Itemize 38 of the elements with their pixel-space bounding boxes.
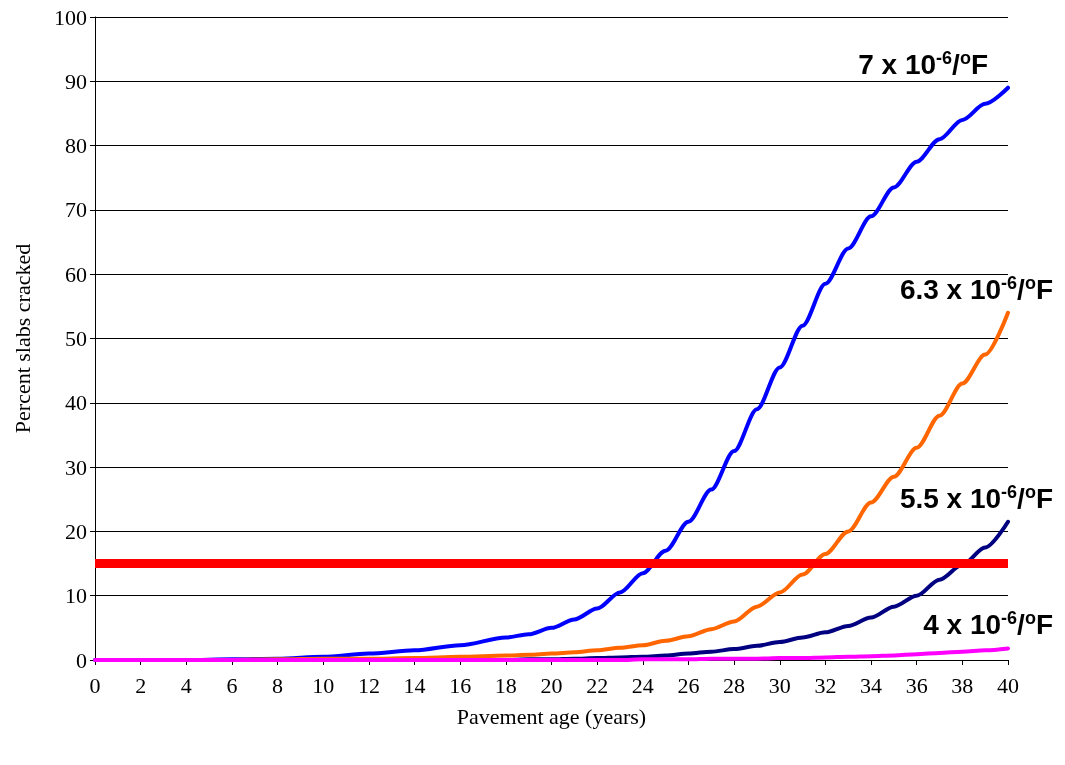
y-axis-title: Percent slabs cracked: [9, 243, 35, 434]
series-label: 4 x 10$^{-6}$/$^{o}$F: [923, 608, 1053, 641]
y-tick-label: 40: [65, 390, 87, 416]
y-tick-label: 10: [65, 583, 87, 609]
x-tick-label: 28: [723, 672, 746, 698]
y-tick-label: 50: [65, 326, 87, 351]
series-label: 7 x 10$^{-6}$/$^{o}$F: [858, 47, 988, 80]
y-tick-label: 30: [65, 454, 87, 480]
x-tick-label: 12: [357, 672, 380, 698]
line-series: [93, 646, 1010, 662]
x-tick-label: 20: [540, 672, 563, 698]
x-tick-label: 34: [860, 672, 883, 698]
x-tick-label: 10: [312, 672, 335, 698]
y-tick-label: 70: [65, 197, 87, 223]
x-tick-label: 32: [814, 672, 837, 698]
y-tick-label: 60: [65, 261, 87, 287]
x-tick-label: 8: [272, 672, 284, 698]
x-tick-label: 22: [586, 672, 609, 698]
x-tick-label: 24: [631, 672, 654, 698]
x-tick-label: 14: [403, 672, 426, 698]
x-tick-label: 30: [768, 672, 791, 698]
y-tick-label: 90: [65, 68, 87, 94]
x-axis-title: Pavement age (years): [456, 703, 647, 729]
x-tick-label: 6: [226, 672, 238, 698]
x-tick-label: 38: [951, 672, 974, 698]
x-tick-label: 18: [494, 672, 517, 698]
y-tick-label: 100: [54, 4, 87, 30]
x-tick-label: 4: [180, 672, 192, 698]
x-tick-label: 40: [997, 672, 1019, 698]
series-label: 6.3 x 10$^{-6}$/$^{o}$F: [899, 272, 1053, 305]
series-label: 5.5 x 10$^{-6}$/$^{o}$F: [899, 481, 1053, 514]
x-tick-label: 16: [449, 672, 472, 698]
y-tick-label: 0: [76, 647, 87, 673]
y-tick-label: 20: [65, 518, 87, 544]
x-tick-label: 26: [677, 672, 700, 698]
x-tick-label: 36: [905, 672, 928, 698]
x-tick-label: 2: [135, 672, 147, 698]
y-tick-label: 80: [65, 133, 87, 159]
